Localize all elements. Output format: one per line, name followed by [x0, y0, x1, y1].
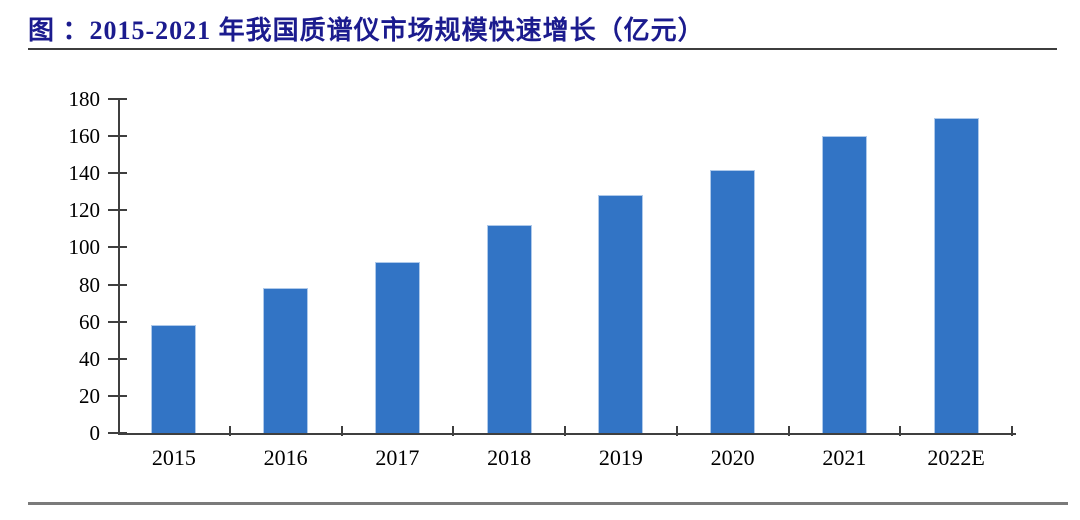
y-axis-label: 120: [68, 198, 101, 223]
y-axis-label: 140: [68, 161, 101, 186]
title-underline: [28, 48, 1057, 50]
x-axis-tick: [228, 426, 231, 436]
y-axis-label: 40: [79, 346, 100, 371]
x-axis-tick: [787, 426, 790, 436]
y-axis-tick: [108, 98, 127, 100]
bar-2019: [598, 195, 644, 433]
bar-2015: [151, 325, 197, 433]
bar-2018: [486, 225, 532, 433]
plot-area: [118, 99, 1016, 435]
bar-2020: [710, 169, 756, 433]
y-axis-tick: [108, 283, 127, 286]
x-axis-tick: [899, 426, 902, 436]
x-axis-label: 2022E: [927, 445, 985, 470]
x-axis-label: 2020: [710, 445, 755, 470]
y-axis-tick: [108, 320, 127, 323]
x-axis-label: 2016: [263, 445, 308, 470]
figure-title: 图 ：2015-2021 年我国质谱仪市场规模快速增长（亿元）: [28, 16, 705, 45]
bar-2016: [263, 288, 309, 433]
y-axis-label: 0: [89, 421, 101, 445]
x-axis-tick: [452, 426, 455, 436]
x-axis-label: 2018: [487, 445, 532, 470]
y-axis-tick: [108, 135, 127, 138]
y-axis-label: 80: [79, 272, 100, 297]
x-axis-tick: [675, 426, 678, 436]
axes-layer: 0 20 40 60 80 100 120 140 160 180 2015 2016 2017 2018…: [0, 60, 1080, 490]
y-axis-tick: [108, 357, 127, 360]
bar-2021: [821, 136, 867, 433]
bar-2022E: [933, 117, 979, 433]
x-axis-label: 2019: [598, 445, 643, 470]
bottom-divider: [28, 502, 1068, 505]
y-axis-tick: [108, 246, 127, 249]
x-axis-label: 2017: [375, 445, 420, 470]
y-axis-tick: [108, 432, 127, 434]
x-axis-tick: [1011, 426, 1013, 436]
x-axis-label: 2015: [151, 445, 196, 470]
x-axis-label: 2021: [822, 445, 867, 470]
y-axis-tick: [108, 209, 127, 212]
y-axis-label: 60: [79, 309, 100, 334]
y-axis-label: 20: [79, 383, 100, 408]
y-axis-tick: [108, 394, 127, 397]
y-axis-label: 160: [68, 124, 101, 149]
y-axis-tick: [108, 172, 127, 175]
x-axis-tick: [564, 426, 566, 436]
y-axis-label: 180: [68, 87, 101, 111]
x-axis-tick: [340, 426, 343, 436]
bar-chart: 0 20 40 60 80 100 120 140 160 180 2015 2016 2017 2018…: [0, 60, 1080, 490]
y-axis-label: 100: [68, 235, 101, 260]
bar-2017: [374, 262, 420, 433]
